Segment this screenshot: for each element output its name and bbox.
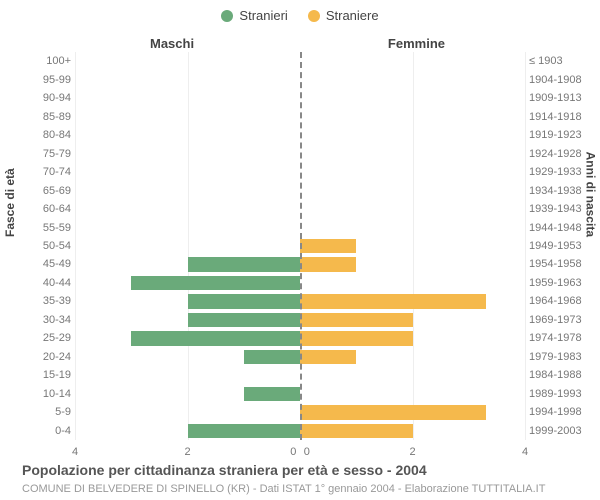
- legend-item-male: Stranieri: [221, 8, 287, 23]
- birth-year-label: ≤ 1903: [529, 55, 589, 67]
- age-label: 25-29: [31, 332, 71, 344]
- age-label: 75-79: [31, 148, 71, 160]
- bar-female: [300, 257, 356, 271]
- legend-swatch-male: [221, 10, 233, 22]
- chart-title: Popolazione per cittadinanza straniera p…: [22, 462, 590, 478]
- age-label: 10-14: [31, 388, 71, 400]
- age-label: 80-84: [31, 129, 71, 141]
- x-tick-label: 0: [290, 446, 296, 458]
- x-tick-label: 2: [409, 446, 415, 458]
- bar-male: [131, 276, 300, 290]
- birth-year-label: 1974-1978: [529, 332, 589, 344]
- age-label: 70-74: [31, 166, 71, 178]
- birth-year-label: 1999-2003: [529, 425, 589, 437]
- bar-female: [300, 313, 413, 327]
- age-label: 40-44: [31, 277, 71, 289]
- birth-year-label: 1919-1923: [529, 129, 589, 141]
- birth-year-label: 1904-1908: [529, 74, 589, 86]
- birth-year-label: 1914-1918: [529, 111, 589, 123]
- chart-subtitle: COMUNE DI BELVEDERE DI SPINELLO (KR) - D…: [22, 483, 590, 495]
- center-divider: [300, 52, 302, 440]
- y-axis-label-left: Fasce di età: [3, 168, 17, 237]
- x-tick-label: 0: [304, 446, 310, 458]
- age-label: 35-39: [31, 295, 71, 307]
- age-label: 90-94: [31, 92, 71, 104]
- birth-year-label: 1954-1958: [529, 258, 589, 270]
- x-tick-label: 4: [522, 446, 528, 458]
- birth-year-label: 1934-1938: [529, 185, 589, 197]
- bar-male: [188, 313, 301, 327]
- birth-year-label: 1984-1988: [529, 369, 589, 381]
- legend: Stranieri Straniere: [0, 8, 600, 23]
- age-label: 100+: [31, 55, 71, 67]
- legend-label-male: Stranieri: [239, 8, 287, 23]
- bar-female: [300, 331, 413, 345]
- birth-year-label: 1944-1948: [529, 222, 589, 234]
- birth-year-label: 1939-1943: [529, 203, 589, 215]
- birth-year-label: 1964-1968: [529, 295, 589, 307]
- age-label: 65-69: [31, 185, 71, 197]
- age-label: 50-54: [31, 240, 71, 252]
- bar-male: [188, 424, 301, 438]
- age-label: 85-89: [31, 111, 71, 123]
- age-label: 45-49: [31, 258, 71, 270]
- birth-year-label: 1924-1928: [529, 148, 589, 160]
- bar-male: [188, 257, 301, 271]
- bar-male: [244, 350, 300, 364]
- age-label: 30-34: [31, 314, 71, 326]
- bar-female: [300, 405, 486, 419]
- birth-year-label: 1994-1998: [529, 406, 589, 418]
- legend-item-female: Straniere: [308, 8, 379, 23]
- bar-female: [300, 350, 356, 364]
- legend-label-female: Straniere: [326, 8, 379, 23]
- plot-area: 420024100+≤ 190395-991904-190890-941909-…: [75, 52, 525, 440]
- bar-female: [300, 239, 356, 253]
- legend-swatch-female: [308, 10, 320, 22]
- age-label: 55-59: [31, 222, 71, 234]
- bar-female: [300, 294, 486, 308]
- birth-year-label: 1929-1933: [529, 166, 589, 178]
- bar-male: [244, 387, 300, 401]
- chart-container: Stranieri Straniere Maschi Femmine Fasce…: [0, 0, 600, 500]
- age-label: 20-24: [31, 351, 71, 363]
- birth-year-label: 1969-1973: [529, 314, 589, 326]
- birth-year-label: 1949-1953: [529, 240, 589, 252]
- birth-year-label: 1989-1993: [529, 388, 589, 400]
- age-label: 95-99: [31, 74, 71, 86]
- bar-female: [300, 424, 413, 438]
- x-tick-label: 4: [72, 446, 78, 458]
- column-header-female: Femmine: [388, 36, 445, 51]
- birth-year-label: 1909-1913: [529, 92, 589, 104]
- age-label: 0-4: [31, 425, 71, 437]
- bar-male: [188, 294, 301, 308]
- birth-year-label: 1959-1963: [529, 277, 589, 289]
- bar-male: [131, 331, 300, 345]
- gridline: [525, 52, 526, 440]
- x-tick-label: 2: [184, 446, 190, 458]
- birth-year-label: 1979-1983: [529, 351, 589, 363]
- age-label: 5-9: [31, 406, 71, 418]
- column-header-male: Maschi: [150, 36, 194, 51]
- age-label: 60-64: [31, 203, 71, 215]
- age-label: 15-19: [31, 369, 71, 381]
